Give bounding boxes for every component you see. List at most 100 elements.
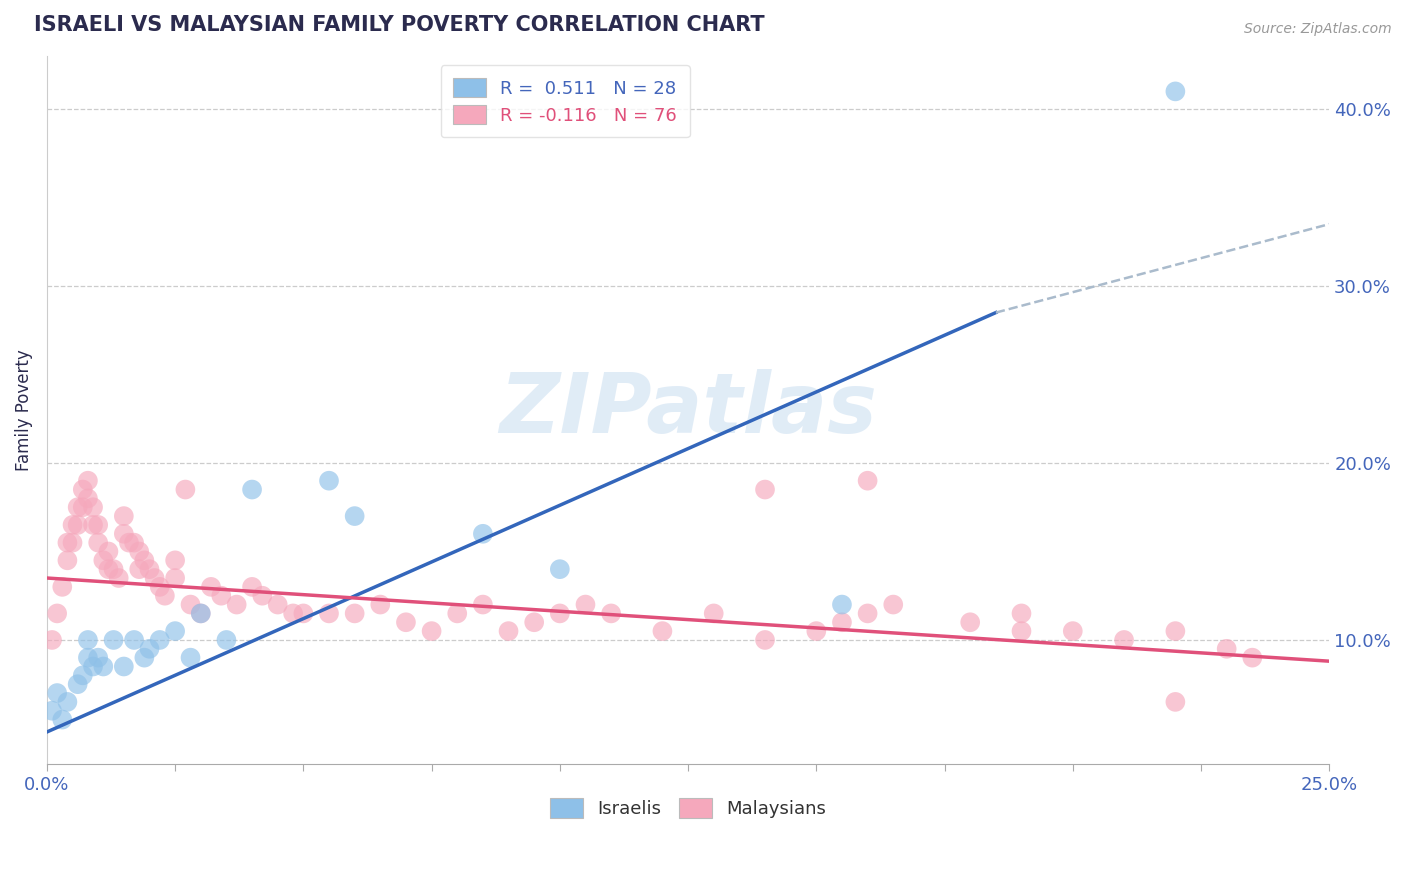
Point [1011, 624, 1033, 639]
Point [446, 607, 468, 621]
Y-axis label: Family Poverty: Family Poverty [15, 349, 32, 471]
Point [240, 580, 263, 594]
Point [703, 607, 725, 621]
Point [292, 607, 315, 621]
Point [118, 535, 141, 549]
Point [56, 695, 79, 709]
Point [149, 632, 172, 647]
Point [91, 553, 114, 567]
Point [165, 571, 187, 585]
Point [97, 562, 120, 576]
Point [190, 607, 212, 621]
Point [87, 650, 110, 665]
Point [180, 650, 202, 665]
Point [72, 500, 94, 515]
Point [343, 509, 366, 524]
Point [72, 668, 94, 682]
Point [138, 641, 160, 656]
Point [368, 598, 391, 612]
Point [107, 571, 129, 585]
Text: Source: ZipAtlas.com: Source: ZipAtlas.com [1244, 22, 1392, 37]
Point [318, 607, 340, 621]
Point [174, 483, 197, 497]
Point [91, 659, 114, 673]
Point [1164, 84, 1187, 98]
Point [831, 598, 853, 612]
Point [56, 535, 79, 549]
Point [134, 553, 156, 567]
Point [143, 571, 166, 585]
Point [471, 526, 494, 541]
Point [77, 474, 100, 488]
Point [420, 624, 443, 639]
Point [831, 615, 853, 630]
Point [66, 500, 89, 515]
Point [66, 517, 89, 532]
Point [128, 544, 150, 558]
Point [66, 677, 89, 691]
Point [82, 659, 104, 673]
Point [548, 607, 571, 621]
Point [149, 580, 172, 594]
Point [190, 607, 212, 621]
Point [112, 509, 135, 524]
Point [318, 474, 340, 488]
Point [128, 562, 150, 576]
Point [209, 589, 232, 603]
Point [806, 624, 828, 639]
Point [77, 632, 100, 647]
Point [62, 535, 84, 549]
Point [754, 632, 776, 647]
Point [165, 624, 187, 639]
Point [600, 607, 623, 621]
Point [97, 544, 120, 558]
Point [77, 650, 100, 665]
Point [1164, 624, 1187, 639]
Point [225, 598, 247, 612]
Point [41, 704, 63, 718]
Point [267, 598, 290, 612]
Point [82, 517, 104, 532]
Point [103, 562, 125, 576]
Point [112, 659, 135, 673]
Point [180, 598, 202, 612]
Point [56, 553, 79, 567]
Point [651, 624, 673, 639]
Point [471, 598, 494, 612]
Point [395, 615, 418, 630]
Point [72, 483, 94, 497]
Point [62, 517, 84, 532]
Point [46, 686, 69, 700]
Point [87, 517, 110, 532]
Point [77, 491, 100, 506]
Point [1112, 632, 1135, 647]
Point [153, 589, 176, 603]
Point [103, 632, 125, 647]
Point [574, 598, 596, 612]
Point [281, 607, 304, 621]
Point [200, 580, 222, 594]
Point [122, 535, 145, 549]
Point [856, 474, 879, 488]
Point [122, 632, 145, 647]
Point [51, 713, 73, 727]
Text: ISRAELI VS MALAYSIAN FAMILY POVERTY CORRELATION CHART: ISRAELI VS MALAYSIAN FAMILY POVERTY CORR… [34, 15, 765, 35]
Point [548, 562, 571, 576]
Point [882, 598, 904, 612]
Point [959, 615, 981, 630]
Point [41, 632, 63, 647]
Point [1011, 607, 1033, 621]
Point [523, 615, 546, 630]
Point [51, 580, 73, 594]
Point [252, 589, 274, 603]
Point [138, 562, 160, 576]
Point [498, 624, 520, 639]
Point [1215, 641, 1237, 656]
Point [112, 526, 135, 541]
Legend: Israelis, Malaysians: Israelis, Malaysians [543, 791, 834, 826]
Point [134, 650, 156, 665]
Point [46, 607, 69, 621]
Point [82, 500, 104, 515]
Point [343, 607, 366, 621]
Point [165, 553, 187, 567]
